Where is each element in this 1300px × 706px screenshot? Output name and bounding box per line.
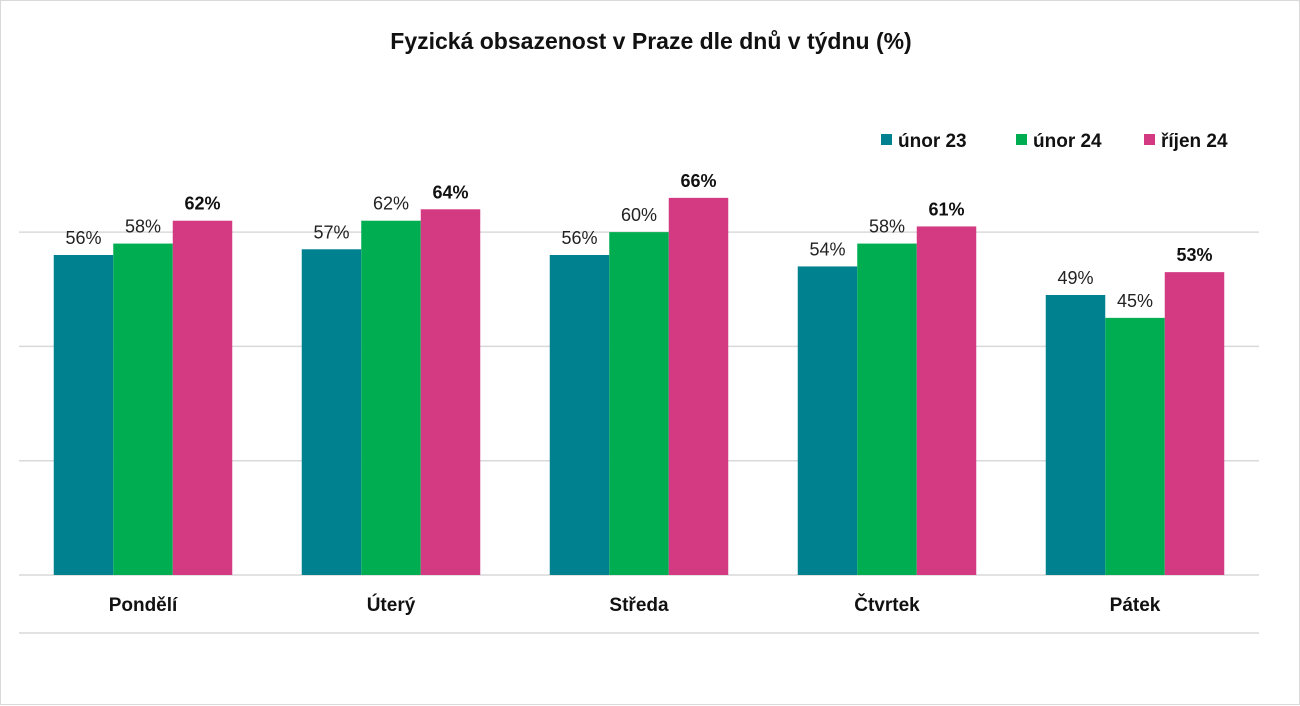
legend-label: říjen 24 (1161, 131, 1228, 152)
data-label: 53% (1176, 245, 1212, 265)
bar-čtvrtek-1 (857, 243, 917, 576)
bar-pondělí-0 (53, 255, 114, 575)
bar-pátek-0 (1045, 295, 1106, 575)
bar-pátek-2 (1164, 272, 1225, 575)
category-label: Úterý (367, 594, 416, 616)
bar-středa-0 (549, 255, 610, 575)
category-label: Pátek (1110, 595, 1161, 616)
value-labels: 56% 58% 62% 57% 62% 64% 56% 60% 66% 54% 58% 61% 49% 4… (65, 171, 1212, 311)
category-label: Čtvrtek (854, 594, 920, 616)
data-label: 64% (432, 182, 468, 202)
legend-swatch (881, 134, 892, 145)
legend-label: únor 23 (898, 131, 967, 152)
data-label: 58% (125, 217, 161, 237)
data-label: 45% (1117, 291, 1153, 311)
bar-úterý-2 (420, 209, 481, 576)
data-label: 60% (621, 205, 657, 225)
category-label: Středa (609, 595, 669, 616)
legend-swatch (1144, 134, 1155, 145)
bar-úterý-0 (301, 249, 362, 576)
data-label: 56% (561, 228, 597, 248)
legend: únor 23 únor 24 říjen 24 (881, 131, 1228, 152)
bar-středa-2 (668, 197, 729, 575)
data-label: 57% (313, 222, 349, 242)
data-label: 49% (1057, 268, 1093, 288)
data-label: 62% (373, 194, 409, 214)
bar-čtvrtek-2 (916, 226, 977, 575)
bar-čtvrtek-0 (797, 266, 858, 575)
bars (53, 197, 1225, 576)
bar-pondělí-2 (172, 220, 233, 575)
data-label: 58% (869, 217, 905, 237)
data-label: 62% (184, 194, 220, 214)
data-label: 56% (65, 228, 101, 248)
category-labels: Pondělí Úterý Středa Čtvrtek Pátek (109, 594, 1161, 616)
bar-pondělí-1 (113, 243, 173, 576)
data-label: 54% (809, 239, 845, 259)
legend-swatch (1016, 134, 1027, 145)
bar-středa-1 (609, 232, 669, 575)
chart-title: Fyzická obsazenost v Praze dle dnů v týd… (390, 28, 911, 54)
legend-label: únor 24 (1033, 131, 1102, 152)
data-label: 66% (680, 171, 716, 191)
bar-pátek-1 (1105, 317, 1165, 575)
data-label: 61% (928, 199, 964, 219)
category-label: Pondělí (109, 595, 178, 616)
bar-úterý-1 (361, 220, 421, 575)
